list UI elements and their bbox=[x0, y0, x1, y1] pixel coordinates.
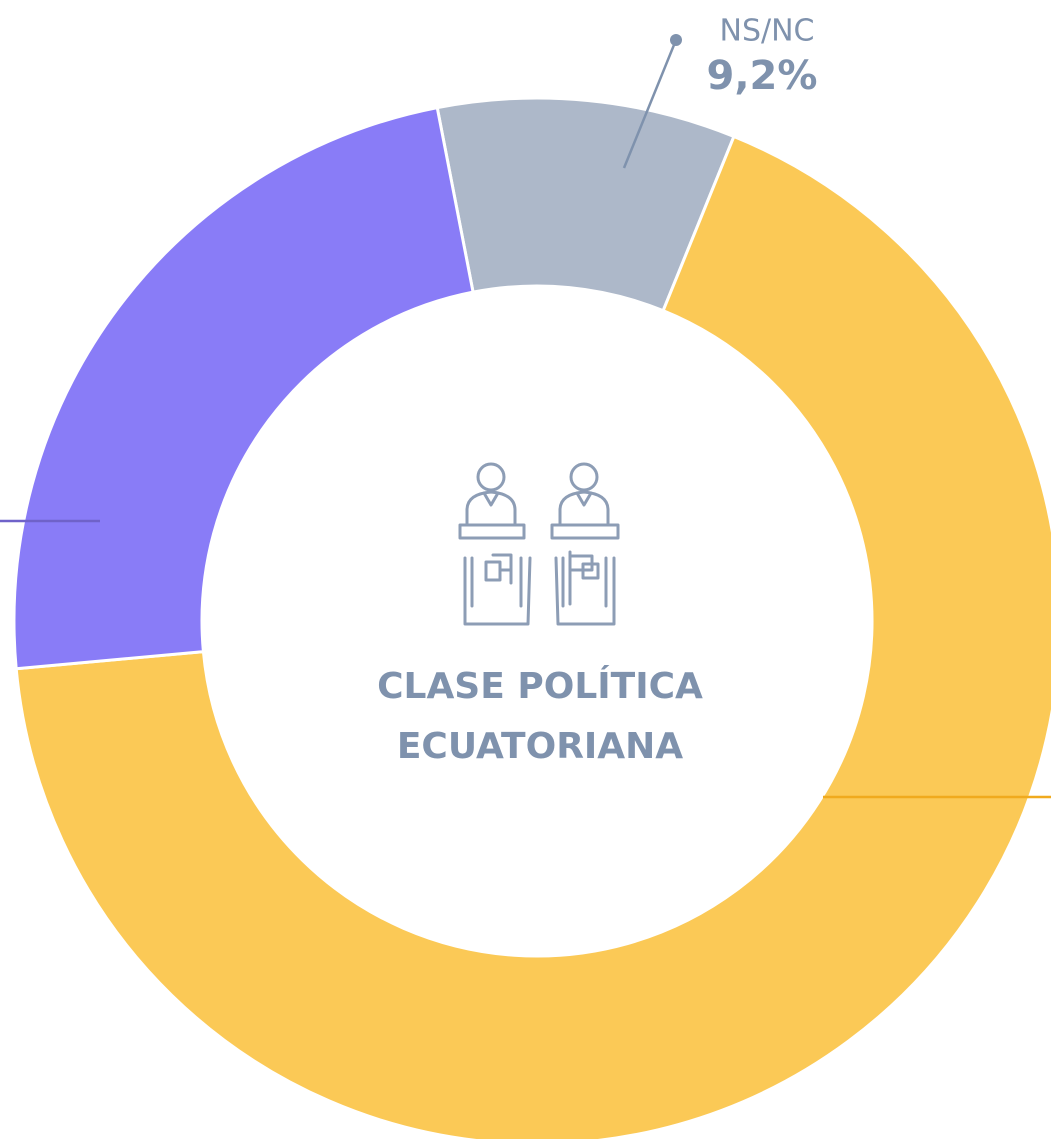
center-label: CLASE POLÍTICA bbox=[377, 665, 703, 707]
podium-icon bbox=[458, 462, 620, 626]
slice-label: NS/NC bbox=[720, 14, 815, 49]
value-label: 9,2% bbox=[707, 53, 818, 99]
center-label: ECUATORIANA bbox=[397, 726, 683, 767]
leader-dot bbox=[670, 34, 682, 46]
slice bbox=[12, 105, 475, 671]
leader-line bbox=[622, 39, 678, 169]
slice bbox=[14, 134, 1051, 1139]
donut bbox=[12, 96, 1051, 1139]
